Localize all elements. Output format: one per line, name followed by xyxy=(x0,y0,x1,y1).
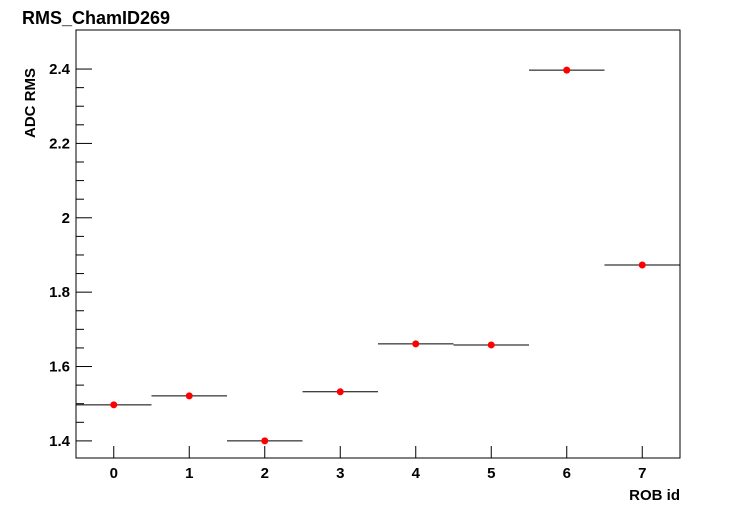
y-tick-label: 2 xyxy=(62,210,70,227)
point xyxy=(487,341,495,349)
y-tick-label: 1.6 xyxy=(49,359,70,376)
x-tick-label: 1 xyxy=(185,465,193,482)
point xyxy=(185,392,193,400)
x-tick-label: 7 xyxy=(638,465,646,482)
point xyxy=(261,437,269,445)
y-tick-label: 2.2 xyxy=(49,135,70,152)
point xyxy=(563,66,571,74)
x-tick-label: 4 xyxy=(412,465,421,482)
x-tick-label: 5 xyxy=(487,465,495,482)
x-tick-label: 3 xyxy=(336,465,344,482)
x-axis-label: ROB id xyxy=(629,487,680,504)
y-tick-label: 1.4 xyxy=(49,433,71,450)
frame xyxy=(75,29,681,459)
x-tick-label: 2 xyxy=(261,465,269,482)
point xyxy=(110,401,118,409)
x-tick-label: 0 xyxy=(110,465,118,482)
point xyxy=(412,340,420,348)
point xyxy=(336,388,344,396)
chart-title: RMS_ChamID269 xyxy=(22,8,170,28)
y-tick-label: 2.4 xyxy=(49,61,71,78)
y-axis-label: ADC RMS xyxy=(22,68,39,138)
y-tick-label: 1.8 xyxy=(49,284,70,301)
point xyxy=(638,261,646,269)
x-tick-label: 6 xyxy=(563,465,571,482)
